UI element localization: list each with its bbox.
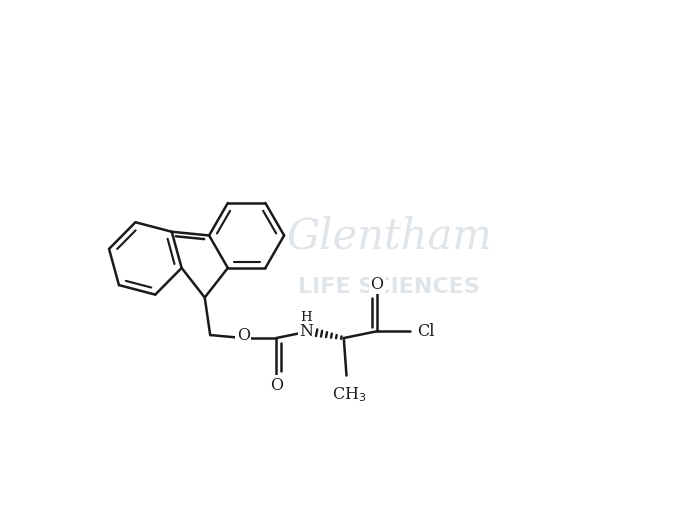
Text: Cl: Cl [417, 323, 434, 340]
Text: O: O [370, 276, 383, 293]
Text: CH$_3$: CH$_3$ [332, 385, 367, 404]
Text: H: H [300, 311, 312, 324]
Text: N: N [299, 323, 313, 340]
Text: O: O [237, 327, 250, 344]
Text: Glentham: Glentham [286, 215, 492, 257]
Text: O: O [270, 376, 283, 394]
Text: LIFE SCIENCES: LIFE SCIENCES [298, 277, 480, 297]
